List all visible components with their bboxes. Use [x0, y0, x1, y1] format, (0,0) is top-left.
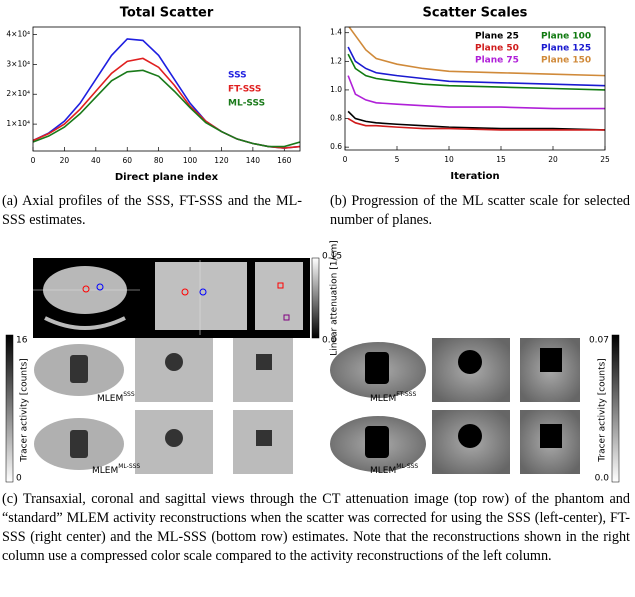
y-tick-label: 3×10⁴ — [6, 59, 30, 68]
y-tick-label: 2×10⁴ — [6, 89, 30, 98]
caption: (b) Progression of the ML scatter scale … — [330, 193, 630, 228]
cbar-label: Linear attenuation [1/cm] — [330, 240, 340, 355]
colorbar-labels: 0.15 0.0 Linear attenuation [1/cm] 16 0 … — [16, 240, 609, 483]
series-line — [347, 117, 605, 131]
panel-label: MLEMFT-SSS — [370, 391, 416, 404]
x-tick-label: 25 — [600, 155, 610, 164]
x-axis-label: Direct plane index — [115, 172, 219, 183]
label-base: MLEM — [92, 466, 118, 476]
y-tick-label: 0.6 — [330, 142, 342, 151]
cbar-max: 0.07 — [589, 336, 609, 346]
legend-entry: Plane 50 — [475, 44, 519, 54]
y-tick-label: 1.4 — [330, 28, 342, 37]
label-sup: SSS — [123, 391, 135, 398]
y-tick-label: 0.8 — [330, 114, 342, 123]
cbar-max: 16 — [16, 336, 28, 346]
series-line — [347, 75, 605, 110]
series-line — [348, 27, 605, 77]
x-tick-label: 140 — [246, 156, 261, 165]
y-tick-label: 4×10⁴ — [6, 29, 30, 38]
x-tick-label: 0 — [343, 155, 348, 164]
x-tick-label: 160 — [277, 156, 292, 165]
y-tick-label: 1.2 — [330, 56, 342, 65]
ct-row — [33, 257, 320, 339]
activity-panels — [5, 334, 620, 483]
legend-entry: SSS — [228, 71, 247, 81]
panel-labels: MLEMSSS MLEMML-SSS MLEMFT-SSS MLEMML-SSS — [92, 391, 418, 476]
x-tick-label: 20 — [60, 156, 70, 165]
label-base: MLEM — [370, 466, 396, 476]
x-tick-label: 0 — [31, 156, 36, 165]
legend-entry: ML-SSS — [228, 99, 265, 109]
label-sup: ML-SSS — [118, 463, 140, 470]
legend-entry: FT-SSS — [228, 85, 261, 95]
x-tick-label: 60 — [122, 156, 132, 165]
plot-frame — [32, 26, 301, 152]
x-tick-label: 40 — [91, 156, 101, 165]
label-base: MLEM — [370, 394, 396, 404]
chart-title: Scatter Scales — [423, 6, 528, 21]
label-sup: FT-SSS — [396, 391, 416, 398]
plot-frame — [344, 26, 606, 151]
y-tick-label: 1.0 — [330, 85, 342, 94]
cbar-label: Tracer activity [counts] — [598, 358, 608, 463]
legend-entry: Plane 125 — [541, 44, 591, 54]
label-base: MLEM — [97, 394, 123, 404]
series-line — [347, 53, 605, 91]
series-line — [347, 46, 605, 87]
panel-label: MLEMSSS — [97, 391, 135, 404]
series-line — [33, 69, 300, 148]
x-axis-label: Iteration — [450, 171, 499, 182]
y-tick-label: 1×10⁴ — [6, 119, 30, 128]
panel-label: MLEMML-SSS — [92, 463, 140, 476]
caption: (c) Transaxial, coronal and sagittal vie… — [2, 491, 630, 564]
label-sup: ML-SSS — [396, 463, 418, 470]
legend-entry: Plane 25 — [475, 32, 519, 42]
cbar-min: 0 — [16, 474, 22, 484]
legend-entry: Plane 150 — [541, 56, 591, 66]
x-tick-label: 20 — [548, 155, 558, 164]
series-line — [347, 110, 605, 131]
legend-entry: Plane 75 — [475, 56, 519, 66]
legend-entry: Plane 100 — [541, 32, 591, 42]
chart-title: Total Scatter — [120, 6, 214, 21]
x-tick-label: 10 — [444, 155, 454, 164]
x-tick-label: 15 — [496, 155, 506, 164]
x-tick-label: 120 — [214, 156, 229, 165]
panel-label: MLEMML-SSS — [370, 463, 418, 476]
caption: (a) Axial profiles of the SSS, FT-SSS an… — [2, 193, 302, 228]
cbar-label: Tracer activity [counts] — [20, 358, 30, 463]
cbar-min: 0.0 — [322, 336, 337, 346]
cbar-max: 0.15 — [322, 252, 342, 262]
x-tick-label: 100 — [183, 156, 198, 165]
x-tick-label: 80 — [154, 156, 164, 165]
cbar-min: 0.0 — [595, 474, 610, 484]
x-tick-label: 5 — [395, 155, 400, 164]
